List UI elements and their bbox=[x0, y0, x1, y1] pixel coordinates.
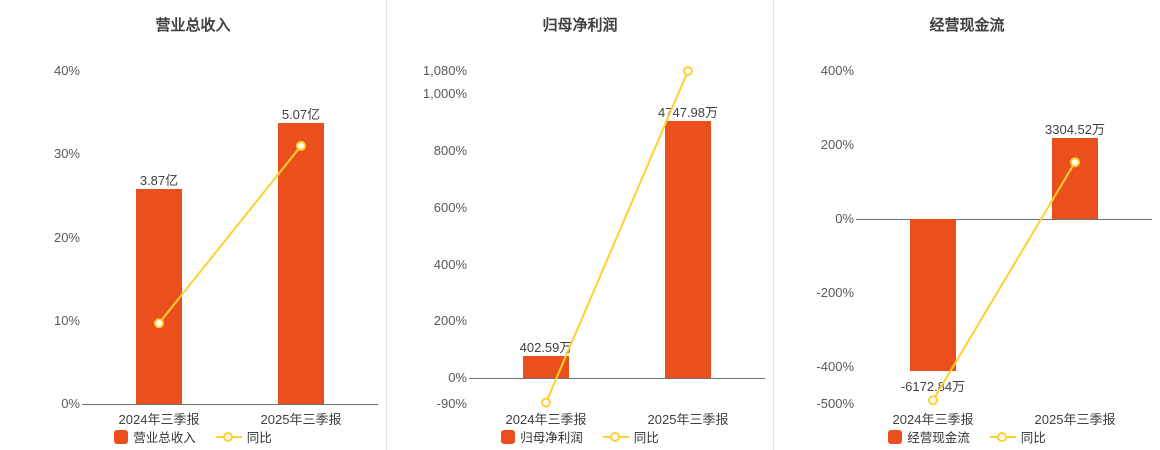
y-axis-tick-label: 800% bbox=[433, 142, 467, 158]
bar-series-swatch-icon bbox=[501, 429, 516, 444]
line-series-marker-icon bbox=[602, 431, 629, 442]
line-series-marker-icon bbox=[215, 431, 242, 442]
bar-value-label: 3.87亿 bbox=[139, 173, 179, 189]
plot-area: 1,080% 1,000% 800% 600% 400% 200% 0% -90% 402.59… bbox=[387, 0, 773, 450]
bar bbox=[278, 122, 324, 404]
y-axis-tick-label: -400% bbox=[816, 359, 854, 374]
y-axis-tick-label: -500% bbox=[816, 396, 854, 411]
trend-point-marker bbox=[928, 395, 938, 406]
legend-item-bar-series[interactable]: 营业总收入 bbox=[114, 427, 196, 446]
chart-title: 归母净利润 bbox=[542, 17, 618, 34]
bar bbox=[1052, 137, 1098, 219]
x-axis-category-label: 2025年三季报 bbox=[260, 412, 342, 427]
y-axis-tick-label: -200% bbox=[816, 285, 854, 300]
bar bbox=[910, 219, 956, 371]
plot-area: 400% 200% 0% -200% -400% -500% -6172.84万 2024年三… bbox=[774, 0, 1160, 450]
legend-item-line-series[interactable]: 同比 bbox=[602, 427, 659, 446]
bar bbox=[136, 189, 182, 404]
y-axis-tick-label: 30% bbox=[53, 146, 80, 162]
trend-point-marker bbox=[683, 66, 693, 76]
legend-item-line-series[interactable]: 同比 bbox=[989, 427, 1046, 446]
legend: 归母净利润 同比 bbox=[387, 427, 773, 446]
legend: 经营现金流 同比 bbox=[774, 427, 1160, 446]
bar-value-label: 5.07亿 bbox=[281, 106, 321, 122]
chart-panel-revenue: 营业总收入 40% 30% 20% 10% 0% 3.87亿 2024年三季报 5.07亿 20… bbox=[0, 0, 386, 450]
trend-point-marker bbox=[541, 397, 551, 408]
bar-value-label: 4747.98万 bbox=[658, 104, 718, 120]
y-axis-tick-label: 600% bbox=[433, 199, 467, 215]
bar-value-label: -6172.84万 bbox=[900, 378, 966, 394]
chart-panel-net-profit: 归母净利润 1,080% 1,000% 800% 600% 400% 200% 0% -90%… bbox=[386, 0, 773, 450]
legend-label: 归母净利润 bbox=[520, 431, 583, 445]
bar-value-label: 402.59万 bbox=[519, 340, 573, 356]
bar-series-swatch-icon bbox=[114, 429, 129, 444]
legend-label: 同比 bbox=[1020, 431, 1046, 445]
x-axis-line bbox=[856, 219, 1152, 220]
x-axis-category-label: 2025年三季报 bbox=[1034, 412, 1116, 427]
bar bbox=[665, 120, 711, 379]
x-axis-category-label: 2024年三季报 bbox=[892, 412, 974, 427]
x-axis-line bbox=[82, 404, 378, 405]
legend-label: 经营现金流 bbox=[907, 431, 970, 445]
y-axis-tick-label: 0% bbox=[835, 211, 854, 226]
y-axis-tick-label: 20% bbox=[53, 229, 80, 245]
y-axis-tick-label: 1,000% bbox=[422, 85, 467, 101]
x-axis-category-label: 2025年三季报 bbox=[647, 412, 729, 427]
legend-label: 同比 bbox=[246, 431, 272, 445]
x-axis-category-label: 2024年三季报 bbox=[118, 412, 200, 427]
plot-area: 40% 30% 20% 10% 0% 3.87亿 2024年三季报 5.07亿 2025年三季报 bbox=[0, 0, 386, 450]
chart-title: 经营现金流 bbox=[929, 17, 1005, 34]
y-axis-tick-label: 10% bbox=[53, 312, 80, 328]
legend-label: 同比 bbox=[633, 431, 659, 445]
legend-item-bar-series[interactable]: 归母净利润 bbox=[501, 427, 583, 446]
y-axis-tick-label: 0% bbox=[448, 370, 467, 386]
chart-title: 营业总收入 bbox=[155, 17, 231, 34]
line-series-marker-icon bbox=[989, 431, 1016, 442]
bar-series-swatch-icon bbox=[888, 429, 903, 444]
bar bbox=[523, 356, 569, 379]
legend-item-line-series[interactable]: 同比 bbox=[215, 427, 272, 446]
y-axis-tick-label: 400% bbox=[433, 256, 467, 272]
x-axis-category-label: 2024年三季报 bbox=[505, 412, 587, 427]
y-axis-tick-label: 400% bbox=[820, 63, 854, 78]
bar-value-label: 3304.52万 bbox=[1045, 121, 1105, 137]
y-axis-tick-label: -90% bbox=[436, 396, 467, 411]
chart-panel-operating-cash-flow: 经营现金流 400% 200% 0% -200% -400% -500% -6172.84万… bbox=[773, 0, 1160, 450]
y-axis-tick-label: 40% bbox=[53, 63, 80, 78]
legend: 营业总收入 同比 bbox=[0, 427, 386, 446]
y-axis-tick-label: 1,080% bbox=[422, 63, 467, 78]
y-axis-tick-label: 200% bbox=[433, 313, 467, 329]
legend-label: 营业总收入 bbox=[133, 431, 196, 445]
x-axis-line bbox=[469, 378, 765, 380]
y-axis-tick-label: 0% bbox=[61, 396, 80, 411]
legend-item-bar-series[interactable]: 经营现金流 bbox=[888, 427, 970, 446]
y-axis-tick-label: 200% bbox=[820, 137, 854, 152]
